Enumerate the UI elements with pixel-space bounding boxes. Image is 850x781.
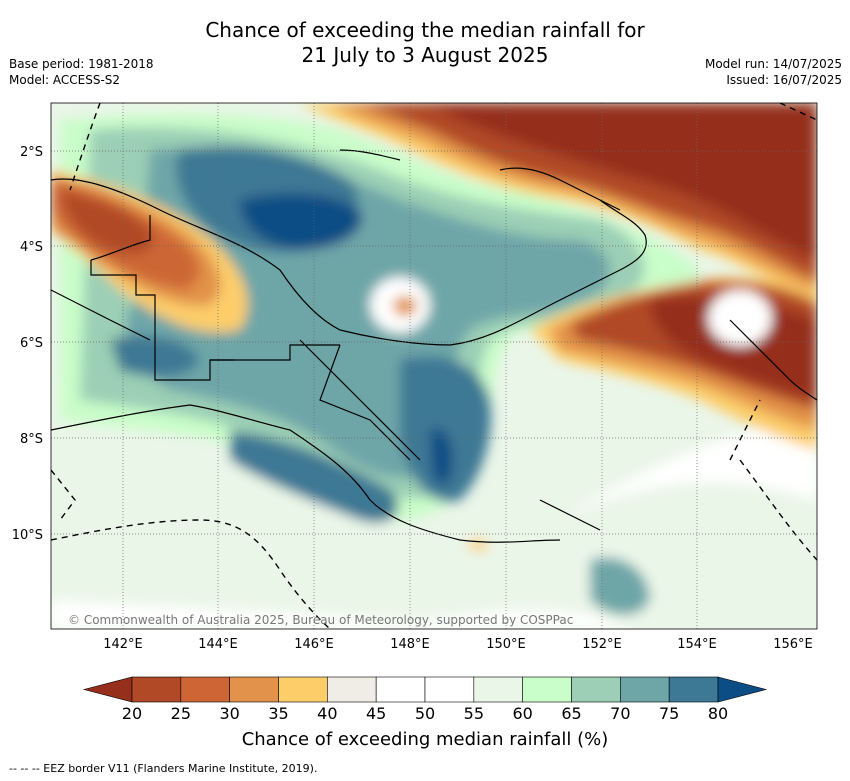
colorbar-tick-label: 40 <box>317 704 337 723</box>
lat-label: 4°S <box>20 240 43 255</box>
lon-label: 156°E <box>773 637 813 652</box>
colorbar-swatch <box>571 676 621 703</box>
latitude-labels: 2°S 4°S 6°S 8°S 10°S <box>12 145 43 543</box>
colorbar-swatch <box>131 676 182 703</box>
coastlines <box>51 149 817 543</box>
map-panel <box>51 103 817 629</box>
map-title: Chance of exceeding the median rainfall … <box>0 18 850 68</box>
copyright-text: © Commonwealth of Australia 2025, Bureau… <box>68 613 574 627</box>
colorbar-under-arrow <box>82 676 133 703</box>
colorbar-over-arrow <box>717 676 768 703</box>
lon-label: 146°E <box>294 637 334 652</box>
meta-right: Model run: 14/07/2025 Issued: 16/07/2025 <box>705 56 842 88</box>
borders <box>51 215 411 461</box>
lon-label: 142°E <box>103 637 143 652</box>
lat-label: 2°S <box>20 145 43 160</box>
colorbar-tick-label: 65 <box>561 704 581 723</box>
colorbar-swatch <box>522 676 572 703</box>
lat-label: 8°S <box>20 432 43 447</box>
colorbar-swatch <box>473 676 523 703</box>
base-period-text: Base period: 1981-2018 <box>9 57 154 71</box>
longitude-labels: 142°E 144°E 146°E 148°E 150°E 152°E 154°… <box>103 637 813 652</box>
colorbar-tick-label: 50 <box>415 704 435 723</box>
colorbar-tick-label: 70 <box>610 704 630 723</box>
colorbar-swatch <box>620 676 670 703</box>
map-frame <box>50 102 818 630</box>
lat-label: 10°S <box>12 528 43 543</box>
model-run-text: Model run: 14/07/2025 <box>704 57 842 71</box>
colorbar-swatch <box>327 676 377 703</box>
graticule <box>51 103 817 629</box>
colorbar-swatch <box>229 676 279 703</box>
colorbar-tick-label: 75 <box>659 704 679 723</box>
colorbar-tick-label: 45 <box>366 704 386 723</box>
lat-label: 6°S <box>20 336 43 351</box>
lon-label: 148°E <box>390 637 430 652</box>
eez-borders <box>51 103 817 629</box>
colorbar: 20 25 30 35 40 45 50 55 60 65 70 75 80 <box>82 676 768 723</box>
colorbar-tick-label: 80 <box>708 704 728 723</box>
colorbar-label: Chance of exceeding median rainfall (%) <box>241 729 609 750</box>
colorbar-swatch <box>180 676 230 703</box>
colorbar-swatch <box>424 676 475 703</box>
lon-label: 152°E <box>582 637 622 652</box>
meta-left: Base period: 1981-2018 Model: ACCESS-S2 <box>9 56 154 88</box>
colorbar-tick-label: 60 <box>512 704 532 723</box>
title-line-2: 21 July to 3 August 2025 <box>301 43 549 67</box>
lon-label: 154°E <box>677 637 717 652</box>
colorbar-tick-label: 55 <box>464 704 484 723</box>
colorbar-swatch <box>278 676 328 703</box>
colorbar-tick-label: 20 <box>122 704 142 723</box>
probability-shading <box>51 103 817 629</box>
model-text: Model: ACCESS-S2 <box>9 73 121 87</box>
colorbar-tick-label: 25 <box>171 704 191 723</box>
lon-label: 150°E <box>486 637 526 652</box>
colorbar-swatch <box>668 676 719 703</box>
eez-legend-text: -- -- -- EEZ border V11 (Flanders Marine… <box>9 762 318 775</box>
issued-text: Issued: 16/07/2025 <box>726 73 842 87</box>
title-line-1: Chance of exceeding the median rainfall … <box>205 18 645 42</box>
colorbar-tick-label: 35 <box>268 704 288 723</box>
colorbar-swatch <box>375 676 426 703</box>
lon-label: 144°E <box>198 637 238 652</box>
colorbar-tick-label: 30 <box>219 704 239 723</box>
